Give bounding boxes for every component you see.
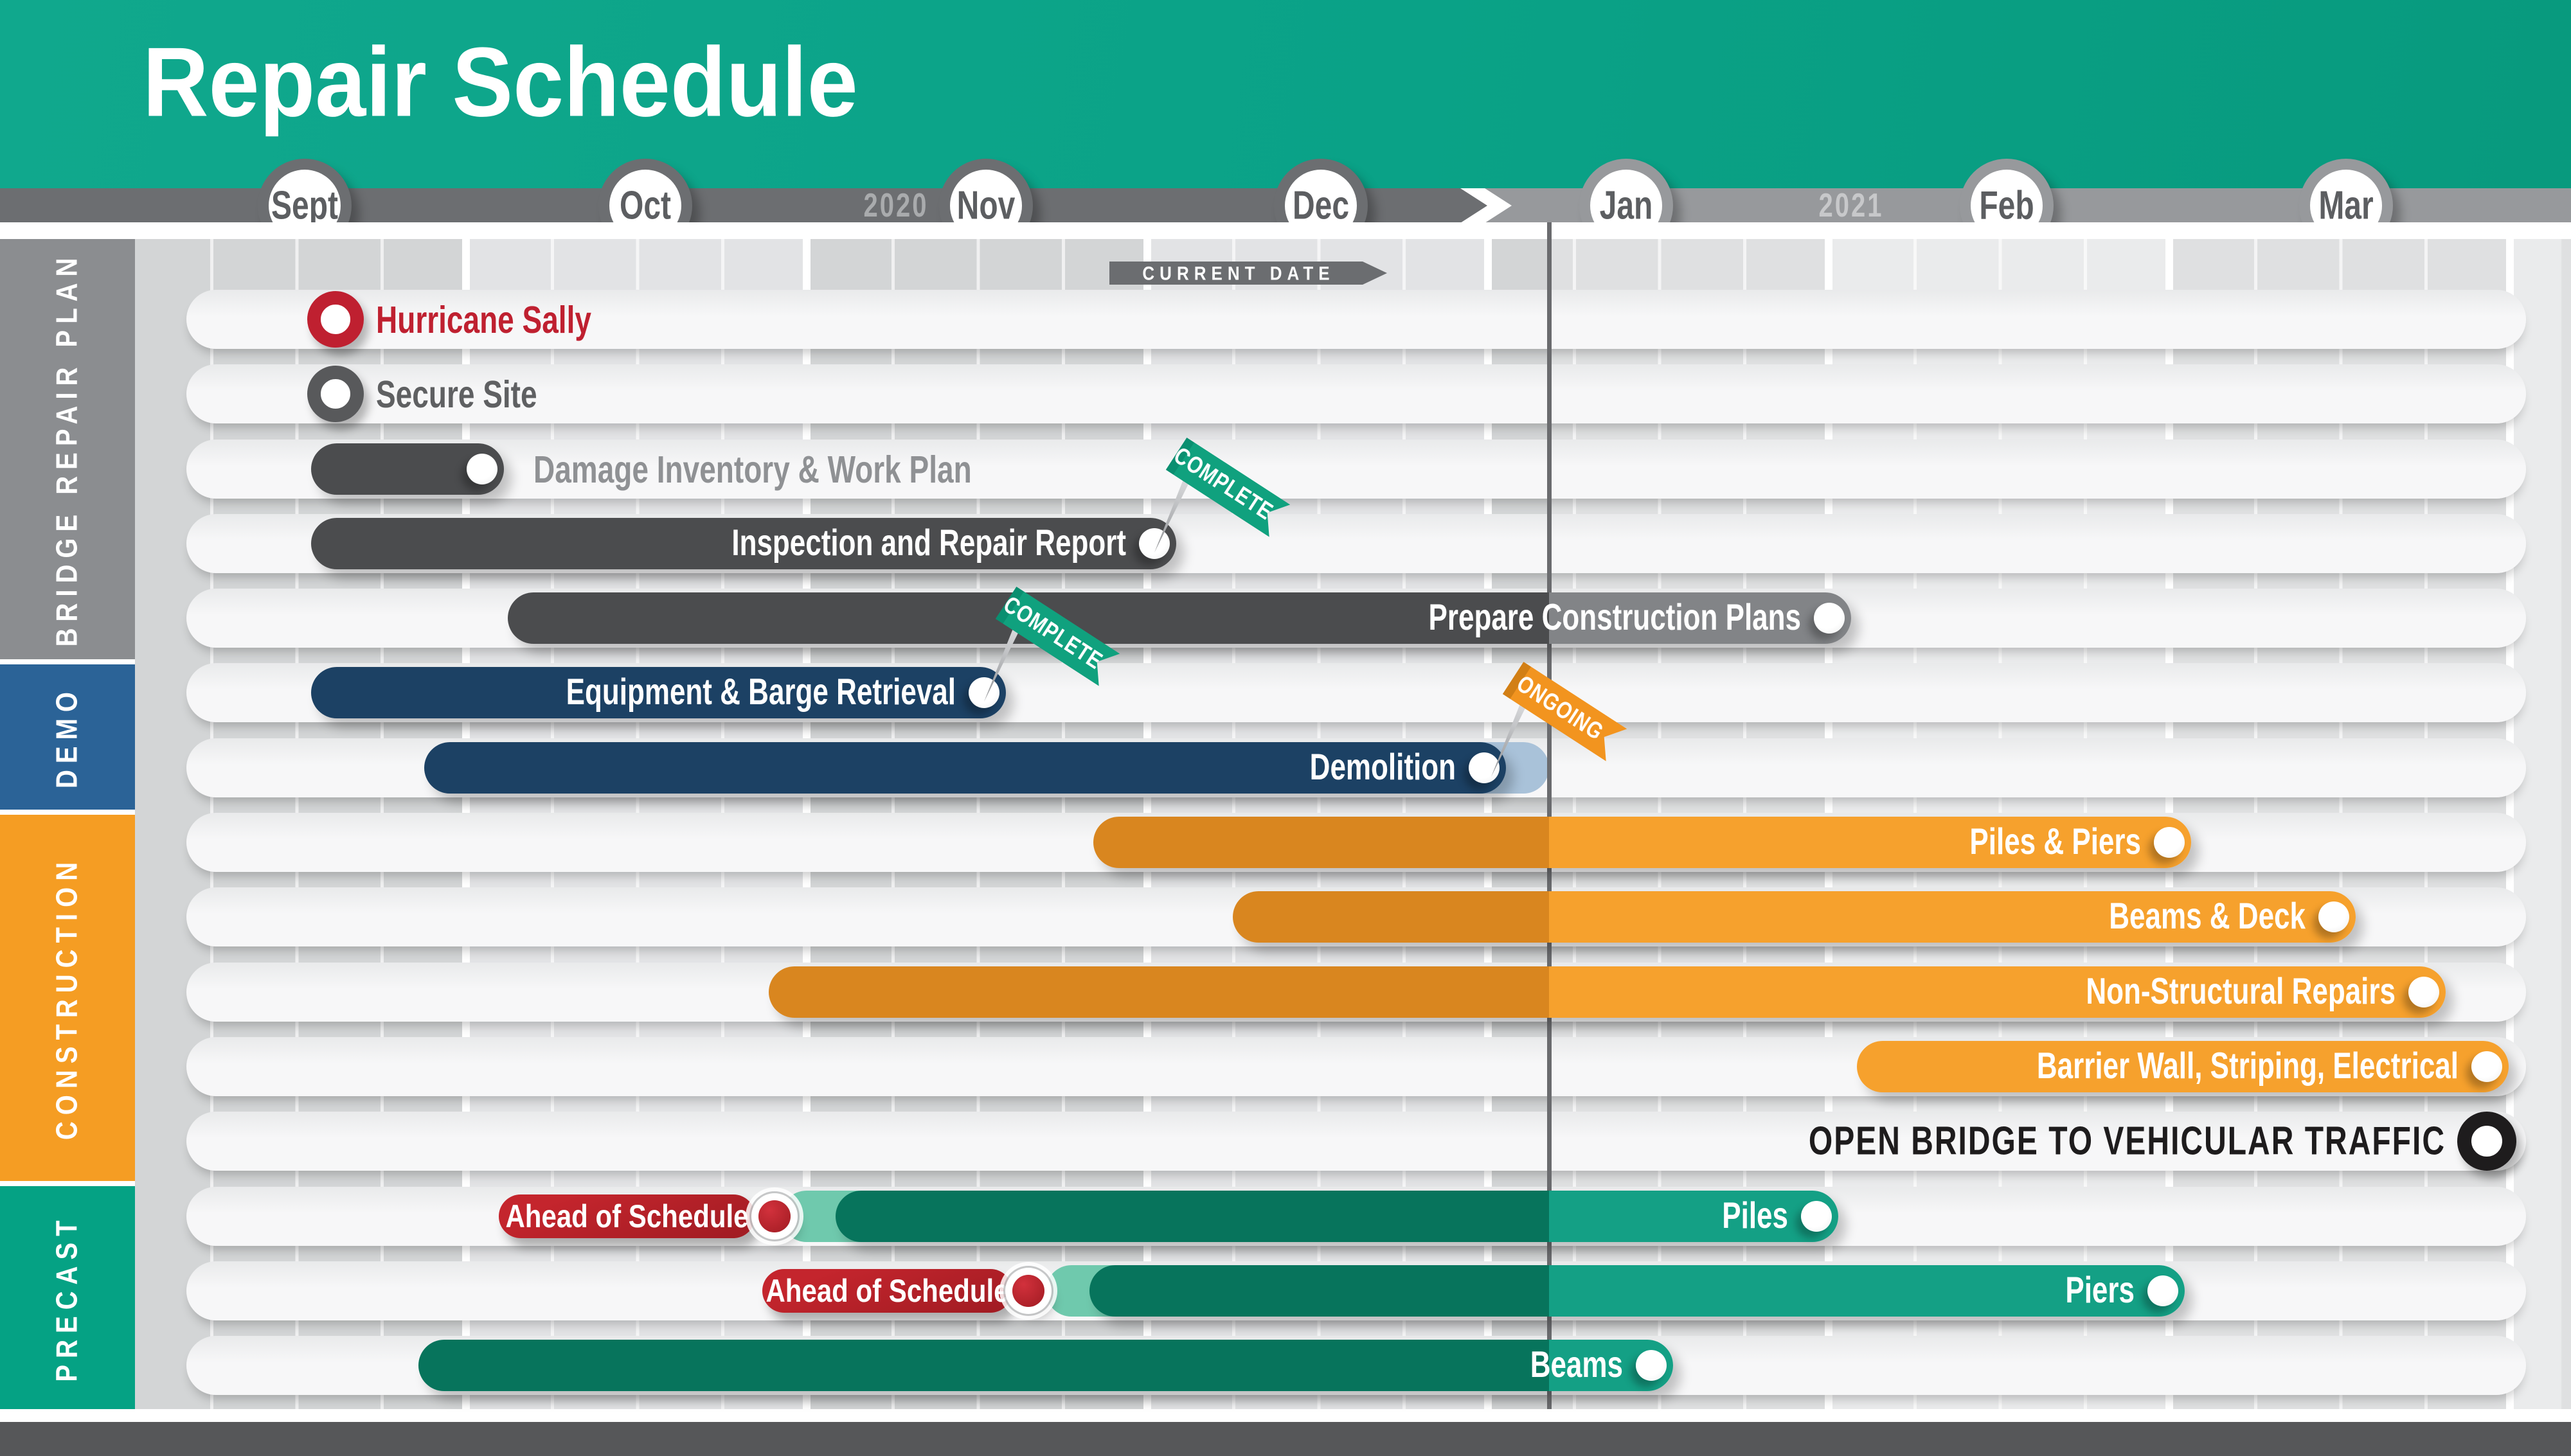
bar-piles-piers [1093, 817, 2191, 868]
timeline-bar-past [0, 188, 1487, 223]
bar-demolition [424, 742, 1506, 794]
endcap [969, 677, 999, 708]
endcap [2147, 1275, 2178, 1306]
current-date-badge: CURRENT DATE [1109, 262, 1387, 285]
endcap [467, 454, 497, 484]
endcap [2154, 827, 2185, 858]
section-label: BRIDGE REPAIR PLAN [51, 251, 84, 647]
section-bridge-repair-plan: BRIDGE REPAIR PLAN [0, 239, 135, 659]
endcap [2471, 1051, 2502, 1082]
section-label: PRECAST [51, 1213, 84, 1382]
bar-beams-deck [1233, 891, 2356, 943]
bar-label-barrier-wall: Barrier Wall, Striping, Electrical [2036, 1045, 2459, 1087]
row-track [186, 1112, 2526, 1171]
row-track [186, 439, 2526, 499]
bar-non-structural-repairs [769, 966, 2446, 1018]
bar-label-beams: Beams [1530, 1344, 1623, 1386]
year-label-2020: 2020 [863, 187, 929, 224]
bar-label-equipment-barge: Equipment & Barge Retrieval [566, 671, 956, 713]
bar-label-piles-piers: Piles & Piers [1969, 821, 2141, 863]
section-label: CONSTRUCTION [51, 855, 84, 1141]
bar-label-piers: Piers [2065, 1270, 2135, 1311]
page-title: Repair Schedule [143, 27, 858, 138]
ahead-pin-piles [758, 1200, 791, 1232]
bar-precast-beams [418, 1340, 1673, 1391]
bar-prepare-construction-plans [508, 592, 1851, 644]
bar-label-beams-deck: Beams & Deck [2109, 896, 2306, 937]
year-label-2021: 2021 [1818, 187, 1884, 224]
section-label: DEMO [51, 686, 84, 788]
row-track [186, 364, 2526, 423]
milestone-label-open-bridge: OPEN BRIDGE TO VEHICULAR TRAFFIC [1808, 1119, 2446, 1164]
endcap [1801, 1201, 1832, 1232]
top-white-strip [0, 222, 2571, 239]
bar-label-piles: Piles [1722, 1195, 1788, 1237]
bar-precast-piers [1089, 1265, 2185, 1317]
secure-site-marker [307, 366, 364, 422]
section-demo: DEMO [0, 664, 135, 810]
bar-label-non-structural: Non-Structural Repairs [2086, 971, 2396, 1013]
ahead-of-schedule-badge-piles: Ahead of Schedule [499, 1194, 755, 1238]
bottom-white-strip [0, 1409, 2571, 1422]
bar-equipment-barge-retrieval [311, 667, 1006, 718]
endcap [1636, 1350, 1667, 1381]
endcap [1139, 528, 1170, 559]
section-precast: PRECAST [0, 1186, 135, 1409]
bar-precast-piles [836, 1191, 1838, 1242]
row-label-damage-inventory: Damage Inventory & Work Plan [533, 447, 972, 491]
bar-label-demolition: Demolition [1309, 747, 1456, 788]
endcap [2408, 977, 2439, 1008]
section-construction: CONSTRUCTION [0, 815, 135, 1181]
footer-band [0, 1422, 2571, 1456]
bar-inspection-repair-report [311, 518, 1176, 569]
bar-label-inspection: Inspection and Repair Report [731, 522, 1126, 564]
ahead-pin-piers [1012, 1275, 1044, 1307]
current-date-line [1547, 222, 1552, 1409]
bar-barrier-wall-striping-electrical [1857, 1041, 2509, 1092]
row-label-secure-site: Secure Site [376, 372, 537, 416]
row-label-hurricane-sally: Hurricane Sally [376, 297, 591, 341]
endcap [2318, 901, 2349, 932]
hurricane-sally-marker [307, 291, 364, 348]
header-band [0, 0, 2571, 188]
endcap [1814, 603, 1845, 634]
bar-label-prepare-plans: Prepare Construction Plans [1428, 597, 1801, 639]
ahead-of-schedule-badge-piers: Ahead of Schedule [762, 1269, 1012, 1313]
open-bridge-milestone-marker [2457, 1112, 2516, 1171]
endcap [1469, 752, 1500, 783]
row-track [186, 290, 2526, 349]
